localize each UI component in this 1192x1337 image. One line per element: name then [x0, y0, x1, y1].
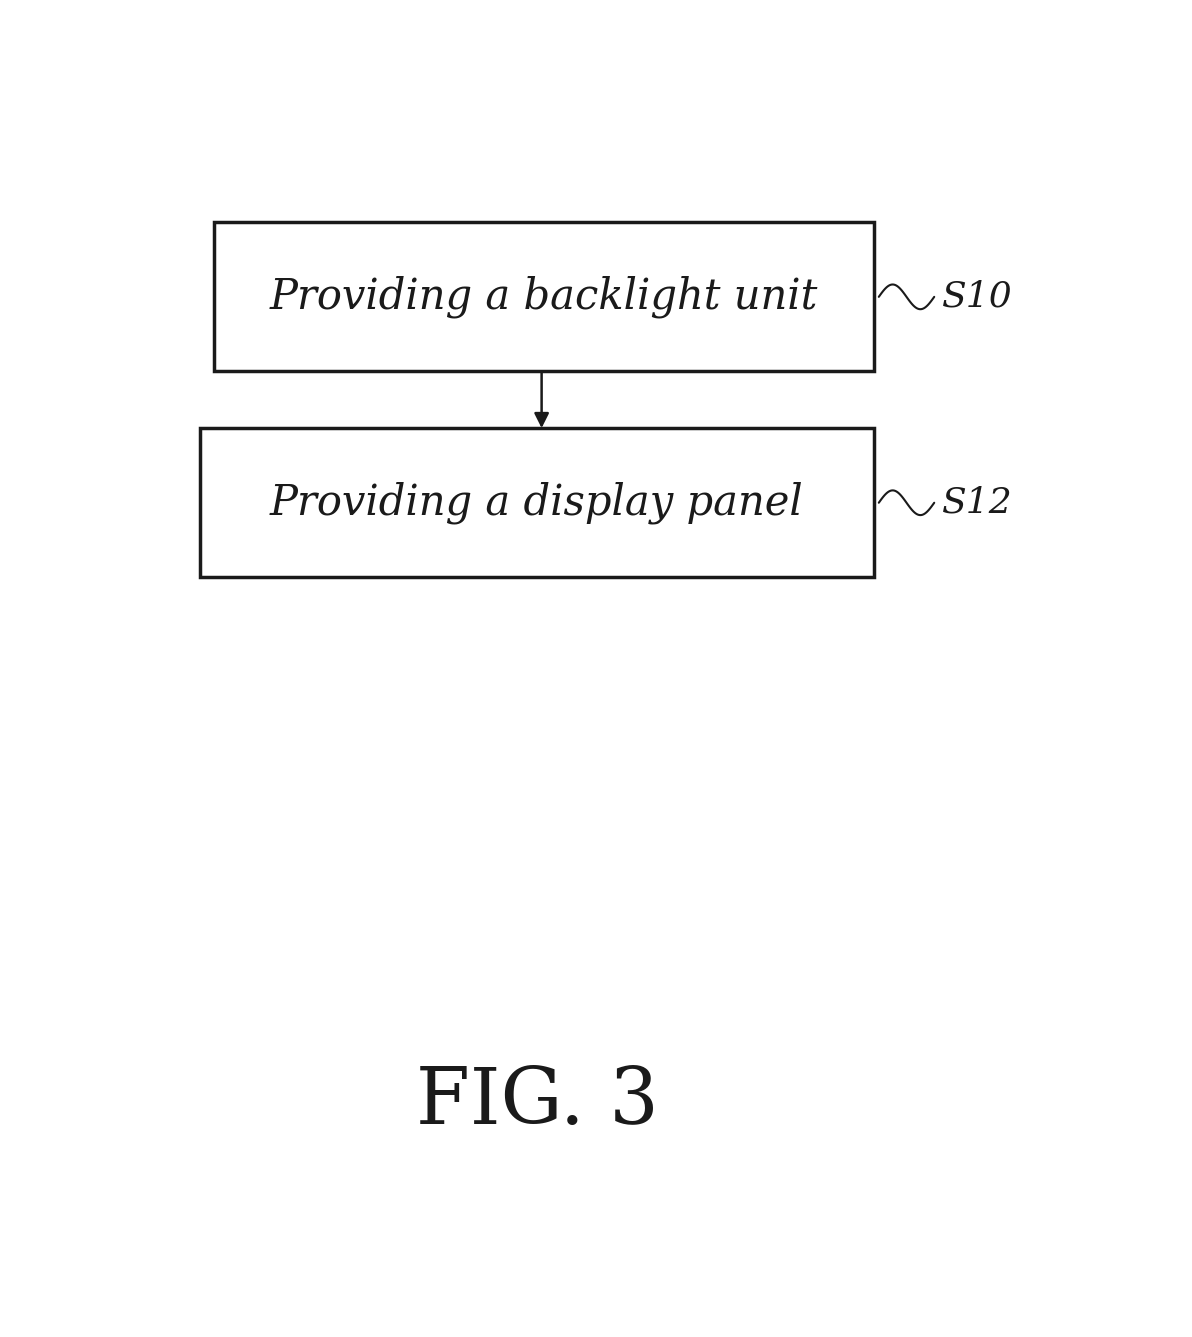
Text: S10: S10: [942, 279, 1012, 314]
Bar: [200, 428, 874, 578]
Text: FIG. 3: FIG. 3: [416, 1064, 658, 1140]
Bar: [213, 222, 874, 372]
Text: Providing a display panel: Providing a display panel: [271, 481, 803, 524]
Text: S12: S12: [942, 485, 1012, 520]
Text: Providing a backlight unit: Providing a backlight unit: [269, 275, 818, 318]
